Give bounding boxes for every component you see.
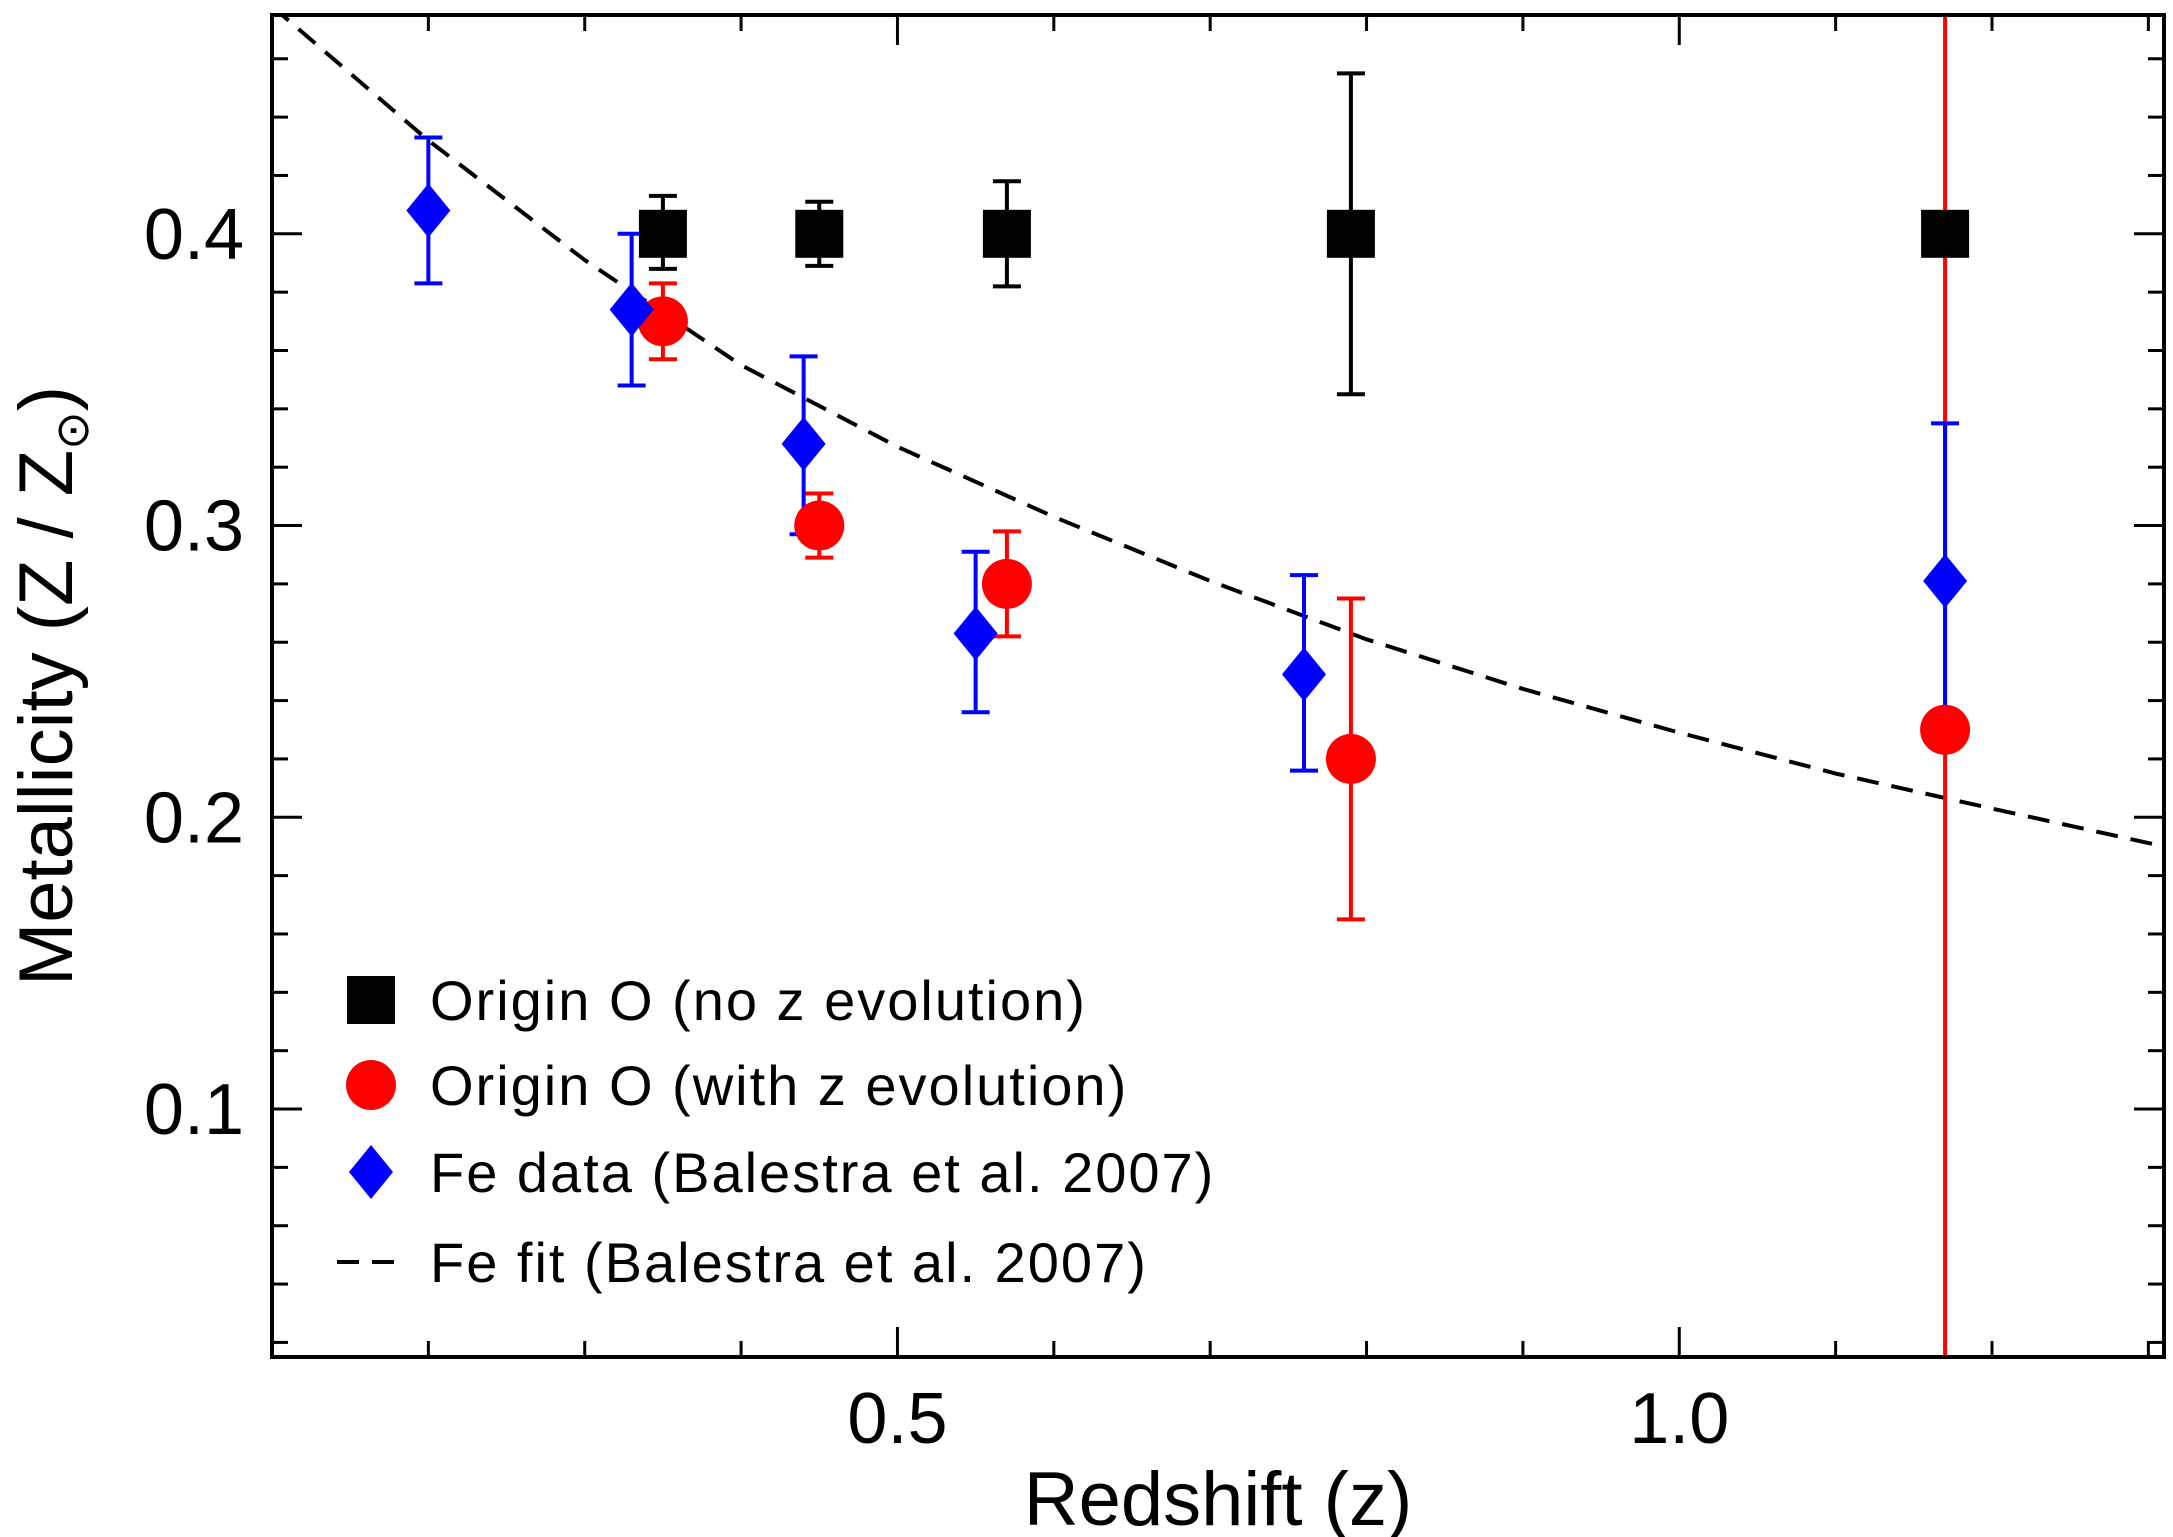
legend: Origin O (no z evolution) Origin O (with … (337, 969, 1215, 1294)
legend-swatch-diamond (349, 1145, 393, 1199)
y-tick-label: 0.1 (144, 1070, 244, 1150)
data-point (638, 209, 687, 258)
y-axis-title-subscript: ⊙ (46, 411, 98, 450)
y-axis-title-group: Metallicity (Z / Z⊙) (4, 386, 98, 986)
y-axis-title-main: Metallicity (Z / Z (4, 450, 89, 986)
legend-label: Fe data (Balestra et al. 2007) (430, 1141, 1215, 1204)
x-tick-label: 0.5 (847, 1379, 947, 1459)
data-point (781, 416, 826, 471)
data-point (1920, 704, 1971, 755)
data-point (1923, 553, 1968, 608)
legend-label: Origin O (no z evolution) (430, 969, 1087, 1032)
fe-fit-line (279, 15, 2164, 849)
y-tick-label: 0.3 (144, 487, 244, 567)
axis-ticks (272, 15, 2164, 1357)
data-point (795, 209, 844, 258)
x-tick-label: 1.0 (1629, 1379, 1729, 1459)
y-tick-label: 0.2 (144, 778, 244, 858)
y-axis-title: Metallicity (Z / Z⊙) (4, 386, 98, 986)
data-point (1326, 209, 1375, 258)
data-point (1282, 647, 1326, 702)
data-point (982, 209, 1031, 258)
data-point (953, 606, 998, 661)
data-point (1921, 209, 1970, 258)
y-axis-title-close: ) (4, 386, 89, 411)
data-point (1325, 733, 1376, 784)
legend-swatch-circle (346, 1060, 396, 1110)
x-axis-title: Redshift (z) (1024, 1457, 1413, 1537)
data-point (981, 558, 1032, 609)
plot-frame (270, 13, 2166, 1359)
legend-label: Fe fit (Balestra et al. 2007) (430, 1231, 1148, 1294)
legend-label: Origin O (with z evolution) (430, 1054, 1128, 1117)
data-point (609, 282, 654, 337)
tick-labels: 0.5 1.0 0.1 0.2 0.3 0.4 (144, 195, 1729, 1459)
data-point (406, 183, 451, 238)
y-tick-label: 0.4 (144, 195, 244, 275)
legend-swatch-square (347, 976, 395, 1024)
plot-area (279, 15, 2164, 1357)
data-point (794, 500, 845, 551)
